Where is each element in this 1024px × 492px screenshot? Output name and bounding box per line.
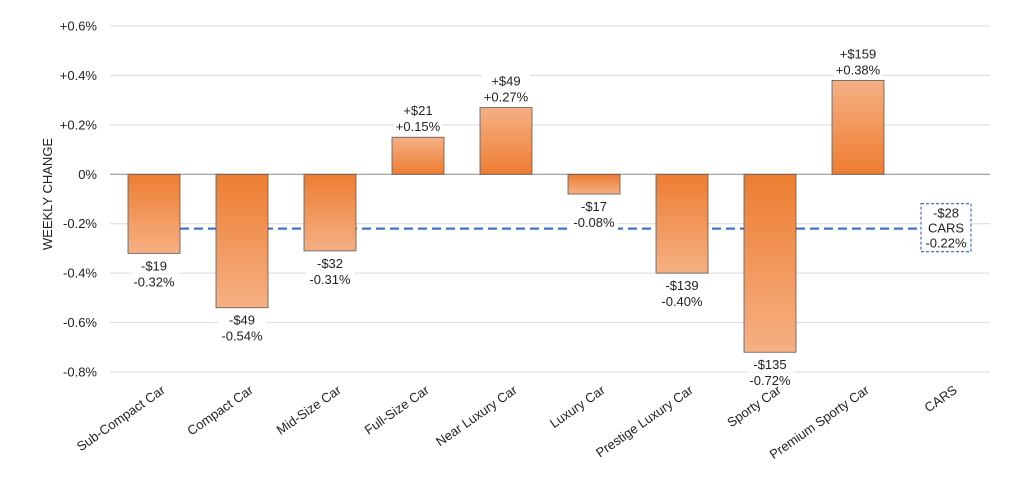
data-label-background (130, 258, 178, 274)
data-label: +0.27% (484, 90, 529, 105)
category-label: Sub-Compact Car (74, 382, 168, 454)
y-tick-label: +0.6% (60, 19, 98, 34)
data-label: +0.15% (396, 119, 441, 134)
reference-label: -$28 (933, 206, 959, 221)
bar (215, 173, 269, 309)
data-label: -0.08% (573, 215, 615, 230)
data-label-background (482, 89, 530, 105)
category-label: Sporty Car (724, 382, 784, 430)
data-label: -0.31% (309, 272, 351, 287)
reference-label: -0.22% (925, 236, 967, 251)
data-label-background (834, 46, 882, 62)
data-label: -$19 (141, 258, 167, 273)
data-label-background (658, 294, 706, 310)
y-tick-label: -0.2% (63, 216, 97, 231)
bar (831, 79, 885, 175)
bars (127, 79, 885, 353)
reference-label-box (920, 203, 972, 253)
data-label: -0.54% (221, 329, 263, 344)
bar (655, 173, 709, 274)
y-tick-label: -0.8% (63, 365, 97, 380)
data-label: -$135 (753, 357, 786, 372)
data-label: -$32 (317, 256, 343, 271)
y-tick-label: +0.2% (60, 117, 98, 132)
data-label-background (482, 73, 530, 89)
data-label-background (394, 103, 442, 119)
category-label: Near Luxury Car (433, 382, 520, 449)
data-label-background (218, 328, 266, 344)
category-label: Compact Car (184, 382, 256, 439)
data-label-background (746, 373, 794, 389)
data-label-background (394, 119, 442, 135)
data-label: -0.72% (749, 373, 791, 388)
bar (479, 107, 533, 175)
data-label: +$21 (403, 103, 432, 118)
data-label-background (834, 62, 882, 78)
y-tick-label: -0.4% (63, 266, 97, 281)
data-label: +0.38% (836, 62, 881, 77)
category-label: Mid-Size Car (274, 382, 345, 438)
data-label: -0.32% (133, 274, 175, 289)
category-label: CARS (922, 382, 960, 415)
reference-label: CARS (928, 221, 964, 236)
data-labels: -$19-0.32% -$49-0.54% -$32-0.31% +$21+0.15%… (130, 46, 882, 389)
data-label: -$139 (665, 278, 698, 293)
data-label: -$17 (581, 199, 607, 214)
data-label-background (746, 357, 794, 373)
y-tick-label: -0.6% (63, 315, 97, 330)
data-label-background (218, 312, 266, 328)
y-tick-label: 0% (78, 167, 97, 182)
category-label: Full-Size Car (362, 382, 433, 438)
data-label-background (130, 274, 178, 290)
data-label: -0.40% (661, 294, 703, 309)
category-label: Luxury Car (547, 382, 608, 431)
data-label-background (570, 215, 618, 231)
x-axis-categories: Sub-Compact Car Compact Car Mid-Size Car Fu… (74, 382, 960, 462)
data-label-background (306, 255, 354, 271)
y-axis-ticks: +0.6% +0.4% +0.2% 0% -0.2% -0.4% -0.6% -0.8% (60, 19, 98, 380)
data-label-background (658, 278, 706, 294)
bar (303, 173, 357, 252)
data-label-background (306, 271, 354, 287)
data-label: +$49 (491, 74, 520, 89)
bar (743, 173, 797, 353)
y-tick-label: +0.4% (60, 68, 98, 83)
data-label: +$159 (840, 46, 877, 61)
bar (391, 136, 445, 175)
bar (567, 173, 621, 195)
category-label: Prestige Luxury Car (593, 382, 696, 461)
data-label: -$49 (229, 313, 255, 328)
data-label-background (570, 199, 618, 215)
bar (127, 173, 181, 254)
y-axis-title: WEEKLY CHANGE (40, 138, 55, 251)
